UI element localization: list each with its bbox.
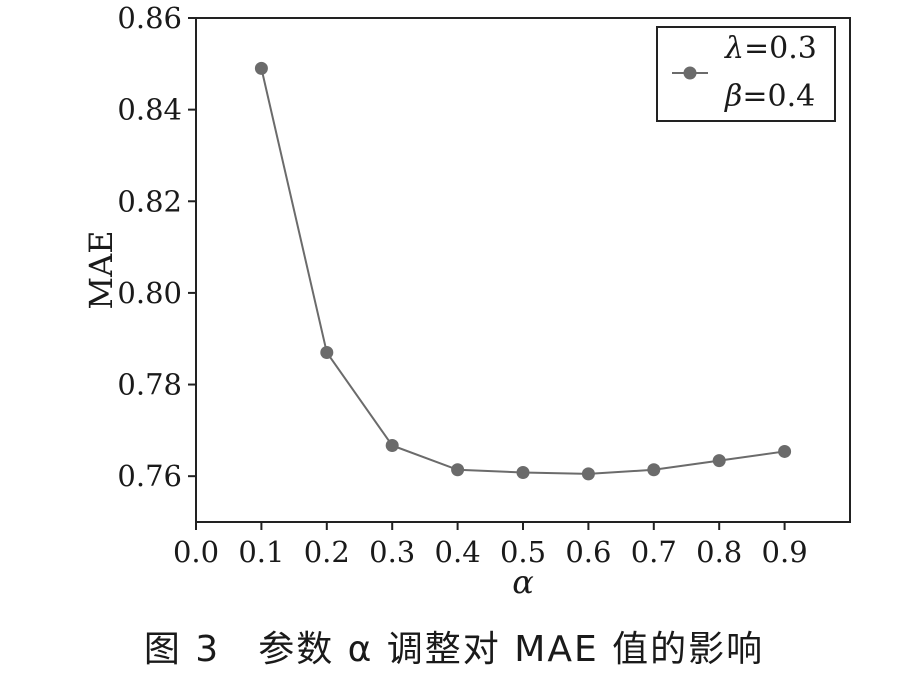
y-axis-title: MAE (82, 230, 120, 309)
series-line (260, 68, 785, 475)
legend: λ=0.3 β=0.4 (656, 26, 836, 122)
x-tick-label: 0.2 (304, 535, 350, 569)
data-point (516, 466, 530, 480)
x-tick-label: 0.1 (238, 535, 284, 569)
data-point (254, 61, 268, 75)
y-tick-label: 0.80 (117, 276, 182, 310)
x-tick-label: 0.0 (173, 535, 219, 569)
legend-marker-swatch (683, 66, 697, 80)
x-tick-label: 0.3 (369, 535, 415, 569)
x-axis-title: α (512, 563, 534, 601)
legend-entry-lambda: λ=0.3 (724, 31, 817, 66)
y-tick-label: 0.84 (117, 93, 182, 127)
legend-entry-beta: β=0.4 (724, 79, 815, 114)
data-point (647, 463, 661, 477)
data-point (320, 345, 334, 359)
data-point (385, 438, 399, 452)
data-point (712, 454, 726, 468)
y-tick-label: 0.76 (117, 459, 182, 493)
y-tick-label: 0.86 (117, 1, 182, 35)
data-point (451, 463, 465, 477)
figure-caption: 图 3 参数 α 调整对 MAE 值的影响 (143, 629, 765, 670)
data-point (581, 467, 595, 481)
x-tick-label: 0.8 (696, 535, 742, 569)
x-tick-label: 0.6 (565, 535, 611, 569)
x-tick-label: 0.7 (631, 535, 677, 569)
y-tick-label: 0.78 (117, 368, 182, 402)
x-tick-label: 0.9 (762, 535, 808, 569)
x-tick-label: 0.5 (500, 535, 546, 569)
y-tick-label: 0.82 (117, 184, 182, 218)
data-point (778, 444, 792, 458)
chart: 0.0 0.1 0.2 0.3 0.4 0.5 0.6 0.7 0.8 0.9 0.76 0.78 0.… (82, 1, 851, 601)
x-tick-label: 0.4 (435, 535, 481, 569)
